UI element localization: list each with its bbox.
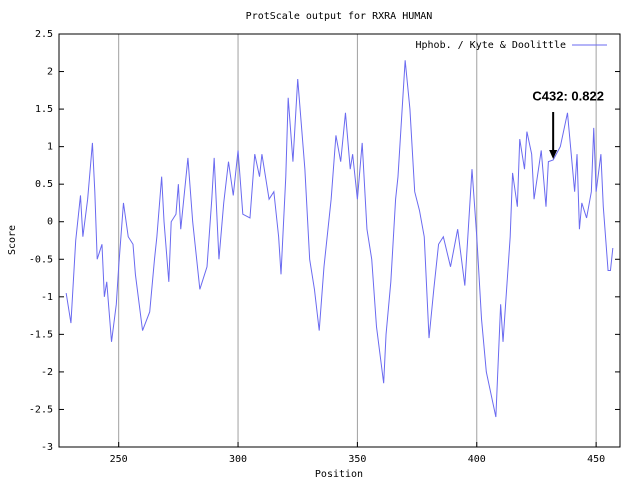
x-tick-label: 400 [468,454,486,465]
x-tick-label: 300 [229,454,247,465]
y-tick-label: -3 [41,442,53,453]
x-tick-label: 250 [110,454,128,465]
y-tick-label: 0 [47,217,53,228]
x-tick-label: 350 [348,454,366,465]
legend-label: Hphob. / Kyte & Doolittle [415,40,566,51]
plot-frame [58,33,621,448]
x-axis-label: Position [315,469,363,480]
y-tick-label: -1.5 [29,329,53,340]
x-tick-label: 450 [587,454,605,465]
annotation-label: C432: 0.822 [532,88,604,103]
y-tick-label: 2 [47,67,53,78]
y-tick-label: -0.5 [29,254,53,265]
y-tick-label: -2 [41,367,53,378]
y-tick-label: -2.5 [29,404,53,415]
chart-title: ProtScale output for RXRA HUMAN [246,11,433,22]
y-tick-label: 0.5 [35,179,53,190]
y-axis-label: Score [7,225,18,255]
line-series [65,60,614,418]
annotation-arrowhead [549,150,558,160]
y-tick-label: 1 [47,142,53,153]
y-tick-label: 1.5 [35,104,53,115]
y-tick-label: -1 [41,292,53,303]
y-tick-label: 2.5 [35,29,53,40]
